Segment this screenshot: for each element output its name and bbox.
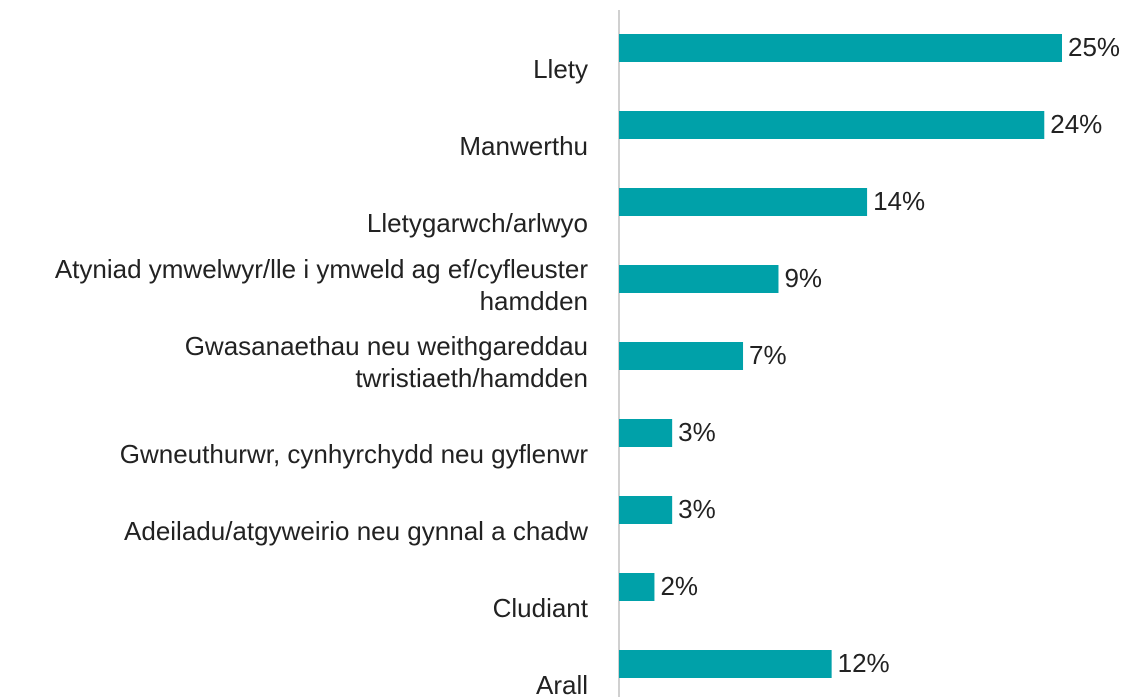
category-label: Lletygarwch/arlwyo — [366, 208, 588, 238]
category-label: Adeiladu/atgyweirio neu gynnal a chadw — [124, 516, 588, 546]
value-label: 14% — [873, 186, 925, 216]
value-label: 3% — [678, 494, 716, 524]
bar — [619, 496, 673, 524]
bar — [619, 265, 779, 293]
category-label: Llety — [533, 54, 588, 84]
category-label: Arall — [535, 670, 588, 697]
value-label: 12% — [838, 648, 890, 678]
category-label: Manwerthu — [459, 131, 588, 161]
value-label: 3% — [678, 417, 716, 447]
bar — [619, 573, 655, 601]
bar — [619, 342, 744, 370]
category-label: Gwneuthurwr, cynhyrchydd neu gyflenwr — [119, 439, 588, 469]
category-label: Gwasanaethau neu weithgareddau twristiae… — [184, 331, 588, 393]
value-label: 9% — [784, 263, 822, 293]
value-label: 24% — [1050, 109, 1102, 139]
category-label: Cludiant — [492, 593, 588, 623]
bar — [619, 34, 1062, 62]
bar — [619, 650, 832, 678]
value-label: 7% — [749, 340, 787, 370]
bar — [619, 111, 1045, 139]
bar — [619, 419, 673, 447]
value-label: 2% — [660, 571, 698, 601]
category-label: Atyniad ymwelwyr/lle i ymweld ag ef/cyfl… — [54, 254, 588, 316]
bar — [619, 188, 868, 216]
value-label: 25% — [1068, 32, 1120, 62]
